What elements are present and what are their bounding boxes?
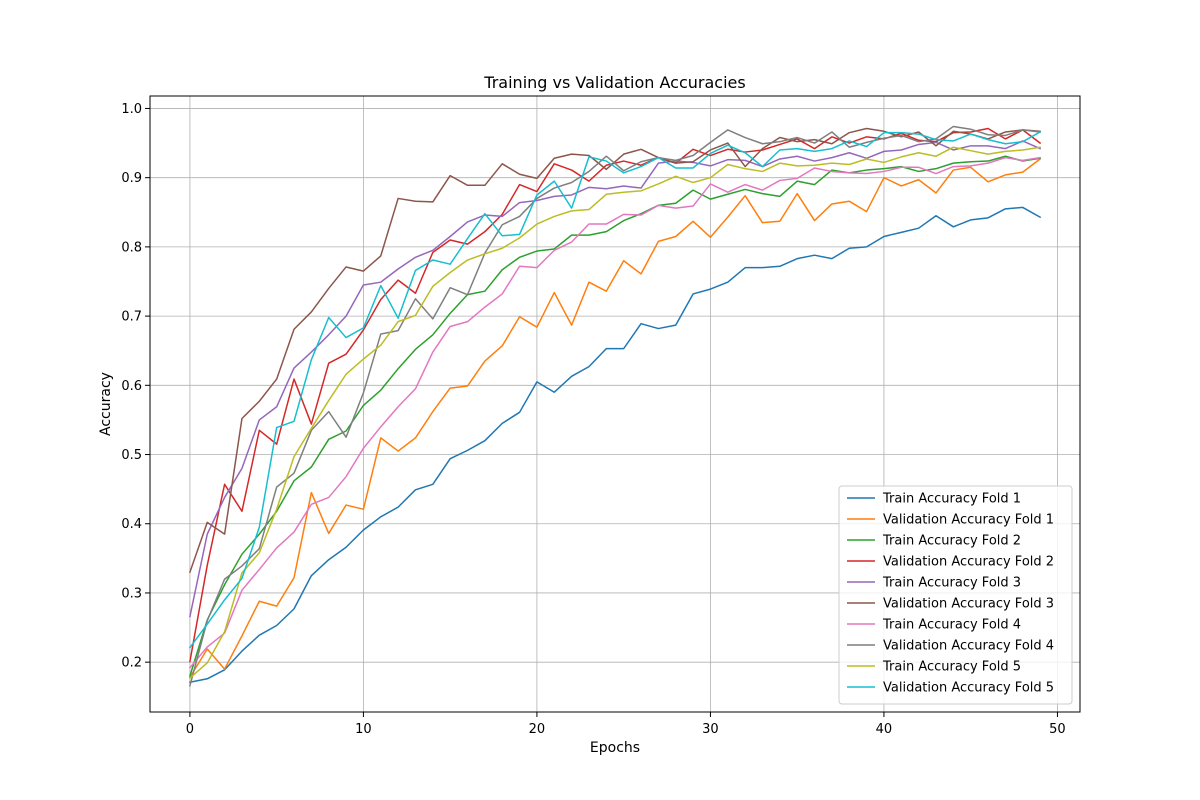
legend-label: Validation Accuracy Fold 2 xyxy=(883,555,1054,570)
y-axis-label: Accuracy xyxy=(98,372,114,436)
legend-label: Validation Accuracy Fold 4 xyxy=(883,639,1054,654)
x-tick-label: 10 xyxy=(355,722,372,737)
x-axis-label: Epochs xyxy=(590,740,640,756)
legend-label: Validation Accuracy Fold 5 xyxy=(883,681,1054,696)
x-tick-label: 30 xyxy=(702,722,719,737)
y-tick-label: 0.3 xyxy=(121,586,142,601)
series-line xyxy=(188,156,1041,669)
y-tick-label: 0.2 xyxy=(121,656,142,671)
plot-frame xyxy=(149,95,1081,713)
axis-ticks: 0 10 20 30 40 50 0.2 0.3 0.4 0.5 0.6 0.7 0.8 0.9 1.0 xyxy=(121,102,1065,737)
series-lines xyxy=(188,125,1042,687)
x-tick-label: 0 xyxy=(186,722,194,737)
chart-title: Training vs Validation Accuracies xyxy=(483,73,745,92)
x-tick-label: 40 xyxy=(876,722,893,737)
legend-label: Train Accuracy Fold 5 xyxy=(882,660,1021,675)
legend-label: Validation Accuracy Fold 1 xyxy=(883,513,1054,528)
legend-label: Train Accuracy Fold 4 xyxy=(882,618,1021,633)
legend-label: Train Accuracy Fold 2 xyxy=(882,534,1021,549)
y-tick-label: 0.7 xyxy=(121,310,142,325)
y-tick-label: 0.8 xyxy=(121,240,142,255)
y-tick-label: 0.9 xyxy=(121,171,142,186)
y-tick-label: 1.0 xyxy=(121,102,142,117)
series-line xyxy=(189,206,1042,684)
legend-label: Train Accuracy Fold 3 xyxy=(882,576,1021,591)
legend-label: Train Accuracy Fold 1 xyxy=(882,492,1021,507)
series-line xyxy=(188,130,1042,649)
series-line xyxy=(188,155,1041,677)
legend-box xyxy=(838,485,1073,705)
y-tick-label: 0.4 xyxy=(121,517,142,532)
series-line xyxy=(188,125,1041,687)
legend-label: Validation Accuracy Fold 3 xyxy=(883,597,1054,612)
x-tick-label: 50 xyxy=(1049,722,1066,737)
legend: Train Accuracy Fold 1 Validation Accuracy… xyxy=(838,485,1073,705)
series-line xyxy=(188,157,1042,679)
x-tick-label: 20 xyxy=(529,722,546,737)
series-line xyxy=(188,146,1041,680)
y-tick-label: 0.5 xyxy=(121,448,142,463)
series-line xyxy=(189,140,1042,618)
y-tick-label: 0.6 xyxy=(121,379,142,394)
